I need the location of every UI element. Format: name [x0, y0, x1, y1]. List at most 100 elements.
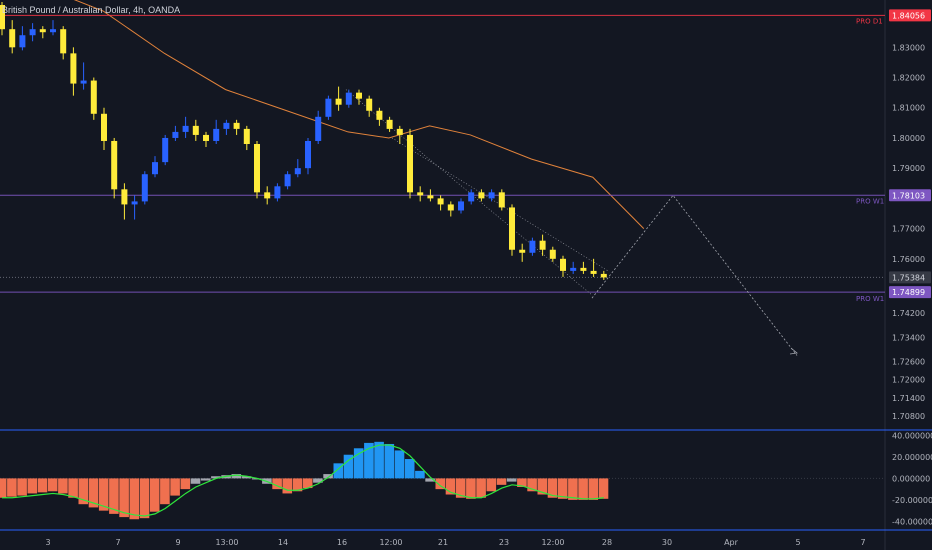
price-tick-label: 1.76000 [892, 255, 925, 264]
candle-body[interactable] [284, 174, 291, 187]
candle-body[interactable] [264, 192, 271, 199]
candle-body[interactable] [101, 113, 107, 141]
candle-body[interactable] [9, 29, 16, 48]
candle-body[interactable] [80, 80, 87, 84]
candle-body[interactable] [70, 53, 77, 84]
histogram-bar [455, 478, 466, 498]
moving-average-path [73, 0, 645, 229]
histogram-bar [292, 478, 303, 492]
candle-body[interactable] [182, 125, 189, 132]
candle-body[interactable] [19, 35, 26, 48]
signal-line [2, 444, 604, 517]
candle-body[interactable] [366, 98, 373, 111]
candle-body[interactable] [345, 92, 352, 105]
time-axis[interactable]: 3 7 9 13:00 14 16 12:00 21 23 12:00 28 30 Apr 5 7 [45, 538, 865, 547]
price-tick-label: 1.77000 [892, 225, 925, 234]
histogram-bar [313, 478, 323, 483]
candle-body[interactable] [0, 5, 5, 30]
candle-body[interactable] [294, 168, 301, 175]
candle-body[interactable] [488, 192, 495, 199]
candle-body[interactable] [60, 29, 67, 54]
histogram-bar [476, 478, 486, 498]
candle-body[interactable] [417, 192, 424, 196]
candle-body[interactable] [315, 116, 322, 141]
time-tick-label: 9 [175, 538, 180, 547]
histogram-bar [119, 478, 129, 518]
candle-body[interactable] [305, 140, 311, 169]
candle-body[interactable] [325, 98, 332, 117]
candle-body[interactable] [478, 192, 485, 199]
candle-body[interactable] [570, 267, 577, 271]
price-tick-label: 1.74200 [892, 309, 925, 318]
pro-w1-lower-value: 1.74899 [892, 288, 925, 297]
pro-w1-upper-value: 1.78103 [892, 191, 925, 200]
candle-body[interactable] [335, 98, 342, 105]
indicator-tick-label: -40.000000 [892, 517, 932, 526]
pro-d1-badge [889, 9, 931, 22]
channel-line-lower[interactable] [345, 89, 593, 296]
candle-body[interactable] [407, 134, 413, 193]
candle-body[interactable] [600, 273, 607, 278]
candle-body[interactable] [243, 128, 250, 144]
candle-body[interactable] [162, 137, 169, 163]
candle-body[interactable] [386, 119, 393, 129]
histogram-bar [384, 443, 395, 479]
candle-body[interactable] [509, 207, 515, 250]
indicator-pane[interactable]: 40.000000 20.000000 0.000000 -20.000000 -40.… [0, 429, 932, 531]
histogram-bar [425, 478, 435, 482]
price-tick-label: 1.70800 [892, 412, 925, 421]
pro-d1-value: 1.84056 [892, 11, 925, 20]
histogram-bar [200, 478, 211, 481]
candle-body[interactable] [39, 29, 46, 33]
candle-body[interactable] [529, 240, 536, 253]
last-price-badge [889, 271, 931, 284]
candle-body[interactable] [131, 201, 138, 205]
price-tick-label: 1.72000 [892, 376, 925, 385]
histogram-bar [374, 441, 384, 479]
histogram-bar [37, 478, 48, 493]
candle-body[interactable] [121, 189, 128, 205]
candle-body[interactable] [192, 125, 199, 135]
price-axis[interactable]: 1.83000 1.82000 1.81000 1.80000 1.79000 1.770… [884, 0, 925, 550]
candle-body[interactable] [396, 128, 403, 135]
candle-body[interactable] [580, 267, 587, 271]
candle-body[interactable] [203, 134, 209, 141]
candle-body[interactable] [90, 80, 97, 114]
candle-body[interactable] [356, 92, 362, 99]
candle-body[interactable] [427, 195, 434, 199]
histogram-bar [88, 478, 99, 508]
price-tick-label: 1.73400 [892, 333, 925, 342]
candle-body[interactable] [519, 249, 526, 253]
candle-body[interactable] [223, 122, 230, 129]
histogram-bar [282, 478, 293, 494]
candlestick-series[interactable] [0, 2, 607, 280]
candle-body[interactable] [437, 198, 444, 205]
histogram-bar [17, 478, 27, 496]
candle-body[interactable] [376, 110, 383, 120]
candle-body[interactable] [590, 270, 597, 274]
candle-body[interactable] [447, 204, 454, 211]
candle-body[interactable] [468, 192, 475, 202]
histogram-bar [415, 470, 425, 479]
candle-body[interactable] [213, 128, 220, 141]
candle-body[interactable] [50, 29, 56, 33]
candle-body[interactable] [560, 258, 566, 271]
candle-body[interactable] [254, 144, 260, 193]
histogram-bar [109, 478, 119, 514]
candle-body[interactable] [233, 122, 240, 129]
candle-body[interactable] [549, 249, 556, 259]
candle-body[interactable] [152, 162, 158, 175]
candle-body[interactable] [498, 192, 505, 208]
candle-body[interactable] [141, 174, 148, 202]
candle-body[interactable] [458, 201, 464, 211]
candle-body[interactable] [274, 186, 281, 199]
projection-path[interactable] [591, 194, 798, 356]
candle-body[interactable] [111, 140, 118, 190]
histogram-bar [323, 474, 333, 479]
price-tick-label: 1.72600 [892, 358, 925, 367]
candle-body[interactable] [539, 240, 546, 250]
candle-body[interactable] [29, 29, 36, 36]
histogram-bar [547, 478, 558, 498]
candle-body[interactable] [172, 131, 179, 138]
